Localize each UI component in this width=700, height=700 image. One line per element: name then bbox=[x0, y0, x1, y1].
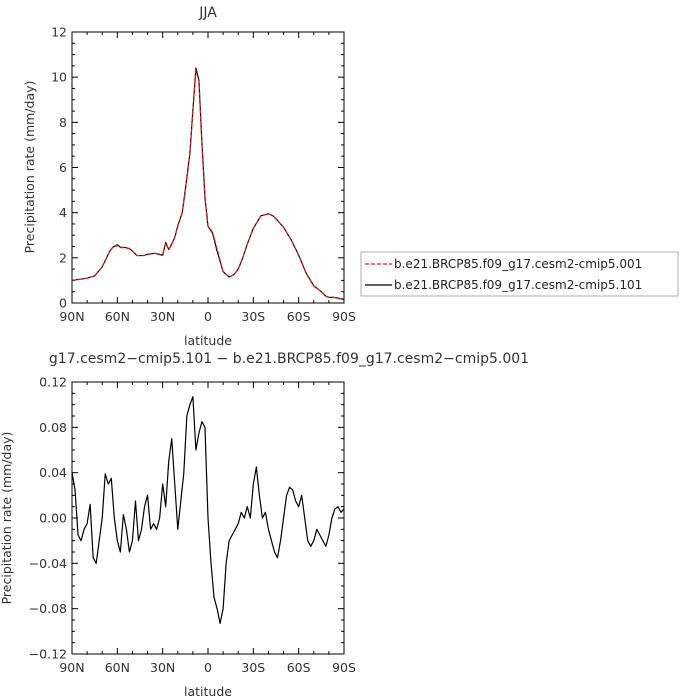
y-tick-label: 0.08 bbox=[39, 420, 67, 435]
x-tick-label: 30S bbox=[241, 660, 265, 675]
chart-title: JJA bbox=[198, 5, 217, 21]
series-line-2 bbox=[71, 67, 345, 300]
x-tick-label: 90S bbox=[332, 309, 356, 324]
y-axis-title: Precipitation rate (mm/day) bbox=[22, 81, 37, 254]
x-tick-label: 0 bbox=[204, 660, 212, 675]
plot-frame bbox=[71, 31, 345, 304]
x-tick-label: 90N bbox=[59, 309, 84, 324]
x-axis-title: latitude bbox=[184, 333, 232, 348]
y-tick-label: −0.12 bbox=[29, 647, 67, 662]
x-tick-label: 90S bbox=[332, 660, 356, 675]
series-line-1 bbox=[71, 69, 345, 301]
difference-line-chart: g17.cesm2−cmip5.101 − b.e21.BRCP85.f09_g… bbox=[0, 351, 529, 699]
legend: b.e21.BRCP85.f09_g17.cesm2-cmip5.001 b.e… bbox=[360, 251, 679, 297]
x-tick-label: 60N bbox=[105, 660, 130, 675]
y-tick-label: 0.00 bbox=[39, 511, 67, 526]
x-tick-label: 0 bbox=[204, 309, 212, 324]
y-tick-label: 4 bbox=[59, 205, 67, 220]
precip-line-chart: JJA Precipitation rate (mm/day) latitude… bbox=[22, 5, 356, 348]
y-tick-label: 0 bbox=[59, 296, 67, 311]
legend-label-series-1: b.e21.BRCP85.f09_g17.cesm2-cmip5.001 bbox=[394, 257, 642, 271]
y-tick-label: 10 bbox=[51, 70, 67, 85]
legend-box bbox=[360, 251, 679, 297]
y-tick-label: 0.04 bbox=[39, 465, 67, 480]
y-tick-label: 2 bbox=[59, 250, 67, 265]
difference-series-line bbox=[71, 396, 345, 625]
x-tick-label: 30N bbox=[150, 660, 175, 675]
y-tick-label: −0.08 bbox=[29, 601, 67, 616]
x-axis-title-difference: latitude bbox=[184, 684, 232, 699]
y-tick-label: 6 bbox=[59, 160, 67, 175]
x-tick-label: 90N bbox=[59, 660, 84, 675]
x-tick-label: 60S bbox=[287, 309, 311, 324]
plot-frame-difference bbox=[71, 381, 345, 655]
x-tick-label: 60S bbox=[287, 660, 311, 675]
y-tick-label: 12 bbox=[51, 25, 67, 40]
y-tick-label: 0.12 bbox=[39, 375, 67, 390]
x-tick-label: 60N bbox=[105, 309, 130, 324]
y-axis-title-difference: Precipitation rate (mm/day) bbox=[0, 432, 14, 605]
x-tick-label: 30S bbox=[241, 309, 265, 324]
y-tick-label: 8 bbox=[59, 115, 67, 130]
y-tick-label: −0.04 bbox=[29, 556, 67, 571]
legend-label-series-2: b.e21.BRCP85.f09_g17.cesm2-cmip5.101 bbox=[394, 278, 642, 292]
x-tick-label: 30N bbox=[150, 309, 175, 324]
difference-chart-title: g17.cesm2−cmip5.101 − b.e21.BRCP85.f09_g… bbox=[49, 351, 529, 367]
